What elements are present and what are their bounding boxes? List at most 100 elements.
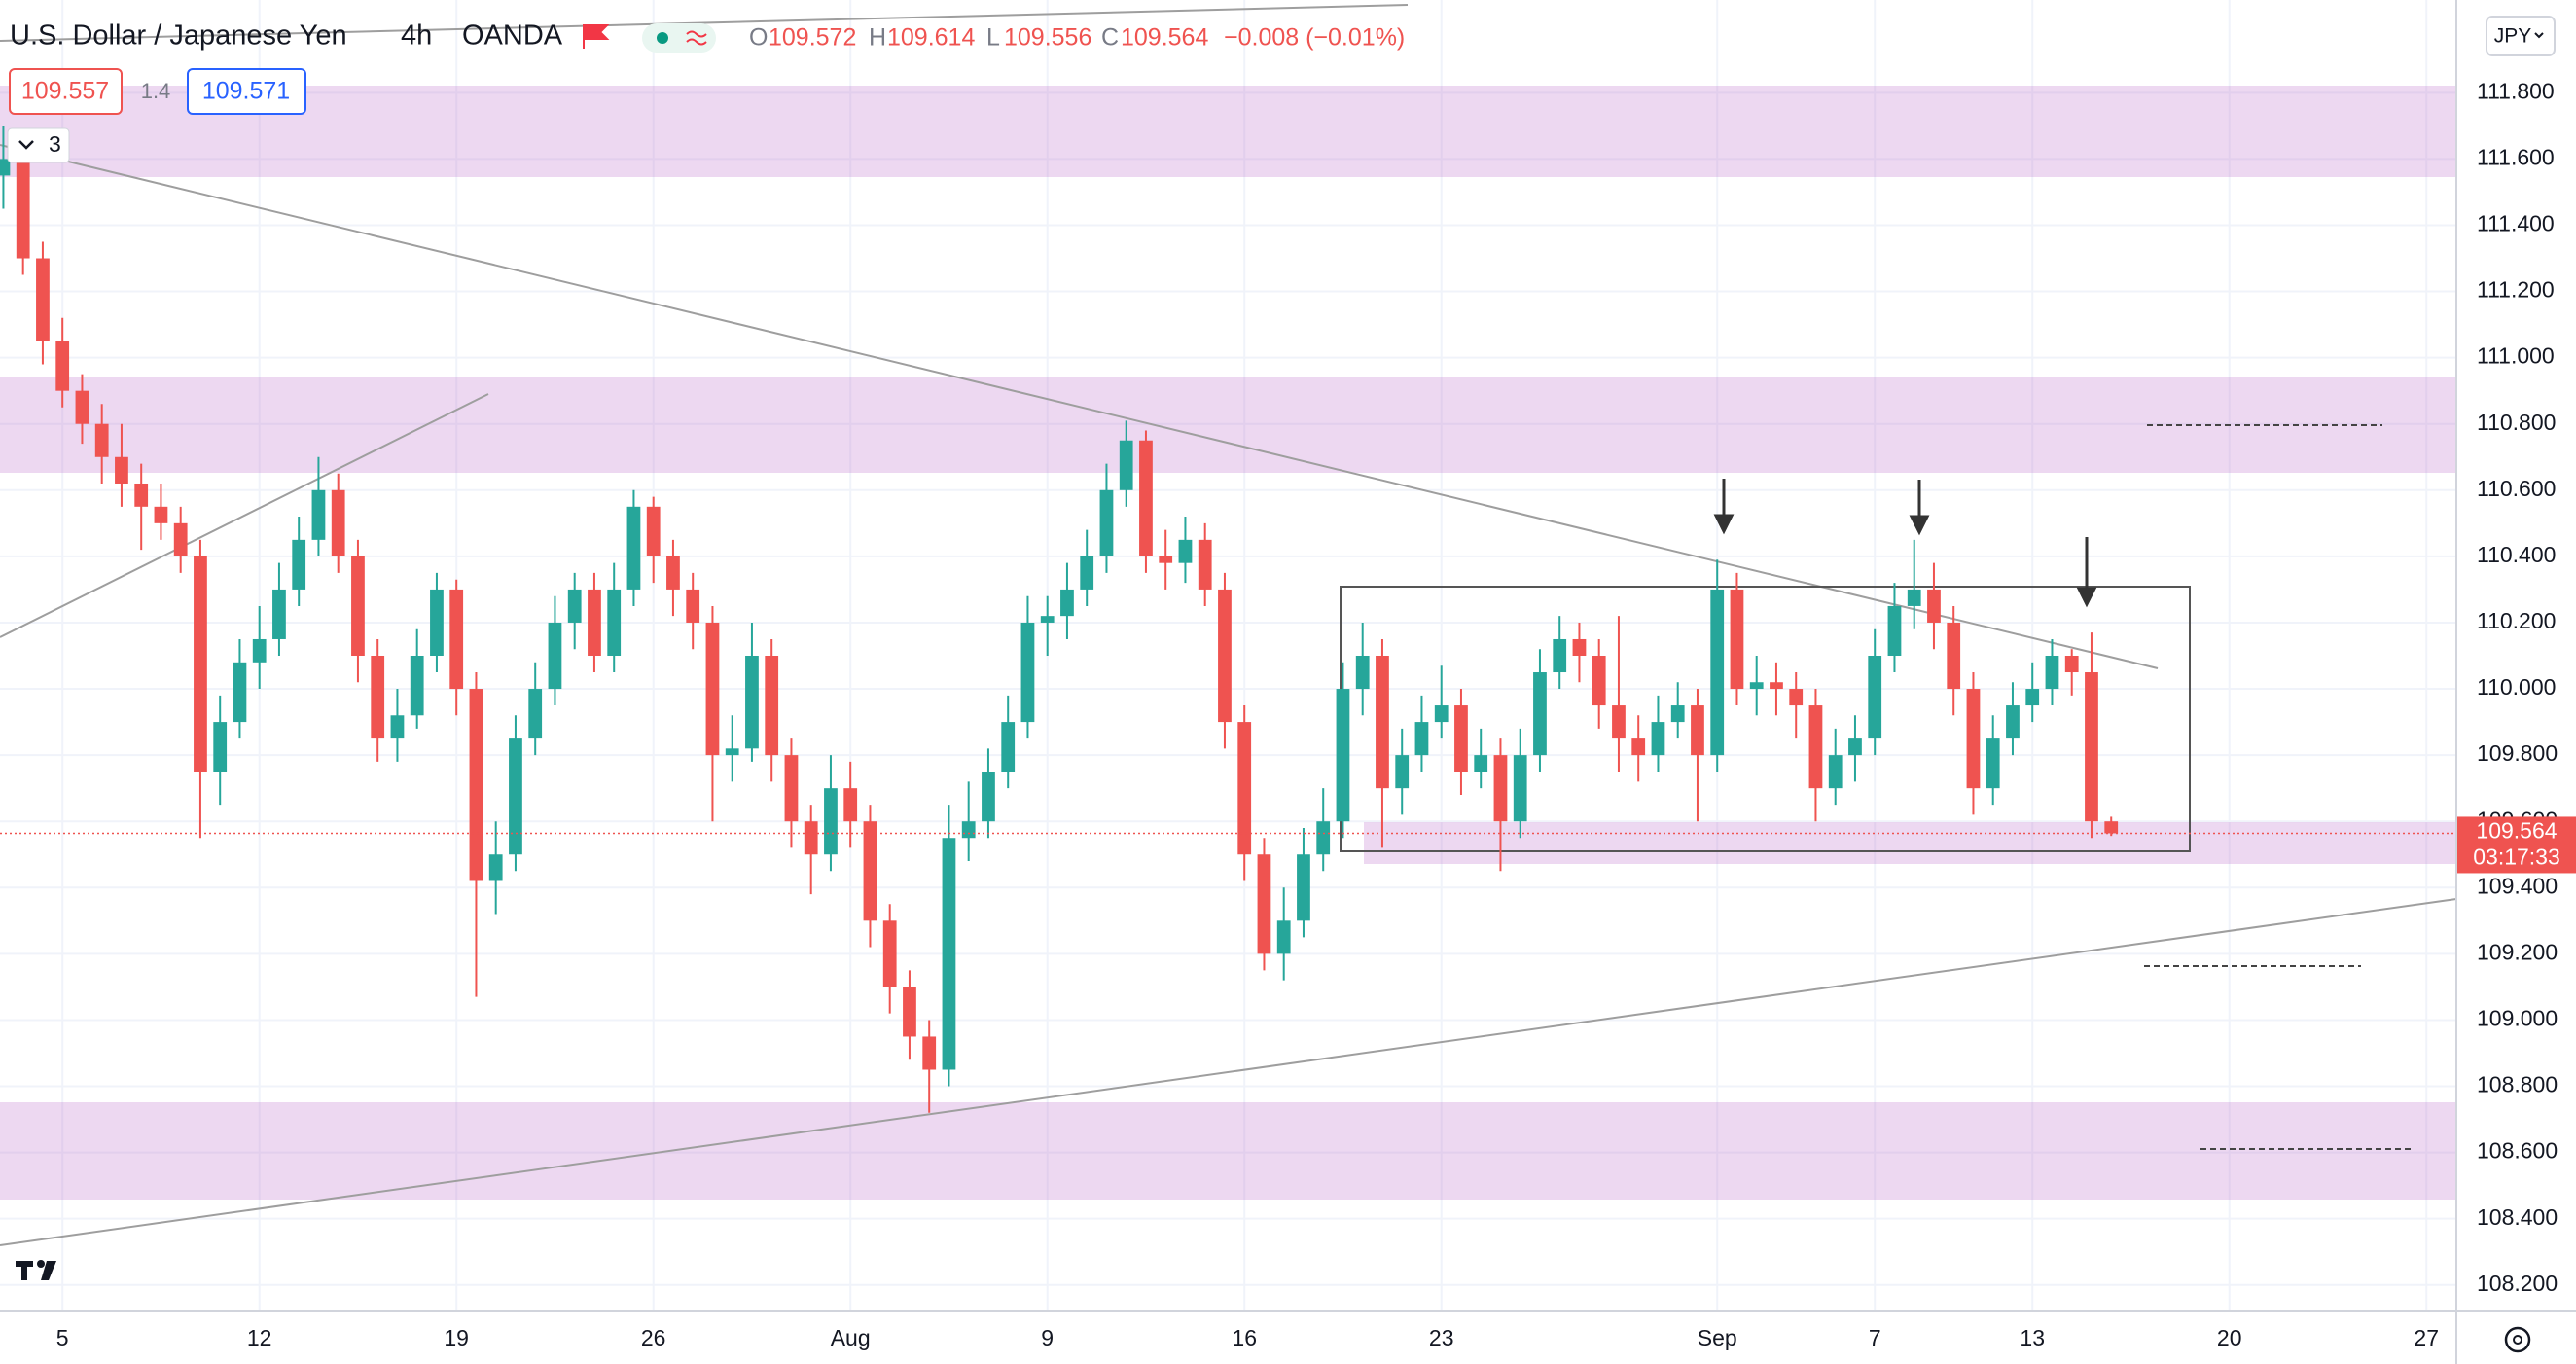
- x-tick-label: 27: [2414, 1325, 2439, 1350]
- candle-body: [390, 715, 405, 739]
- candle-body: [1789, 689, 1804, 706]
- candle-body: [1276, 920, 1291, 954]
- flag-icon[interactable]: [583, 24, 610, 49]
- candle-body: [1612, 705, 1626, 739]
- ohlc-label: L: [986, 24, 1000, 52]
- y-tick-label: 109.400: [2477, 873, 2558, 898]
- y-tick-label: 108.400: [2477, 1204, 2558, 1230]
- candle-body: [1828, 755, 1843, 789]
- candle-body: [1139, 440, 1153, 556]
- settings-icon[interactable]: [2504, 1326, 2531, 1353]
- y-tick-label: 108.600: [2477, 1138, 2558, 1164]
- spread: 1.4: [141, 79, 171, 103]
- status-dot: [657, 32, 668, 44]
- symbol: U.S. Dollar / Japanese Yen: [10, 20, 347, 52]
- chevron: [2534, 32, 2544, 39]
- candle-body: [2104, 821, 2119, 834]
- sell-button[interactable]: [9, 68, 123, 115]
- candle-body: [94, 423, 109, 457]
- candle-body: [1513, 755, 1527, 822]
- arrow-head: [2076, 587, 2097, 608]
- y-tick-label: 110.000: [2477, 674, 2556, 700]
- x-tick-label: 16: [1232, 1325, 1257, 1350]
- candle-body: [1553, 638, 1567, 673]
- trend-lines: [0, 4, 2457, 1246]
- x-tick-label: 12: [247, 1325, 272, 1350]
- gear-center: [2513, 1335, 2522, 1345]
- candle-body: [607, 589, 622, 656]
- candle-body: [1060, 589, 1074, 617]
- buy-button[interactable]: [187, 68, 306, 115]
- candle-body: [292, 539, 306, 590]
- candle-body: [272, 589, 286, 639]
- zones: [0, 86, 2456, 1200]
- candle-body: [1080, 556, 1094, 590]
- candle-body: [2045, 656, 2059, 690]
- price-tag-label: 109.564: [2476, 818, 2557, 844]
- candle-body: [1986, 738, 2000, 789]
- y-tick-label: 111.400: [2477, 211, 2555, 236]
- candle-body: [252, 638, 267, 663]
- candle-body: [16, 159, 30, 259]
- zone: [1364, 822, 2456, 864]
- ask[interactable]: 109.571: [202, 78, 290, 105]
- indicator-toggle[interactable]: [7, 127, 70, 163]
- currency[interactable]: JPY: [2494, 25, 2532, 48]
- candle-body: [646, 506, 661, 556]
- candle-body: [1237, 722, 1252, 855]
- candle-body: [1119, 440, 1133, 490]
- candle-body: [213, 722, 228, 772]
- gear[interactable]: [2504, 1326, 2531, 1353]
- x-tick-label: Sep: [1698, 1325, 1737, 1350]
- status-pill[interactable]: [642, 23, 716, 53]
- candle-body: [1099, 489, 1114, 556]
- chevron: [18, 140, 34, 150]
- status-icon: [686, 30, 707, 46]
- candle-body: [903, 987, 916, 1037]
- interval: 4h: [401, 20, 432, 52]
- candle-body: [134, 483, 149, 507]
- candle-body: [1572, 638, 1587, 656]
- candle-body: [942, 838, 956, 1070]
- candle-body: [469, 689, 483, 881]
- candle-body: [725, 748, 739, 756]
- candle-body: [36, 258, 50, 341]
- candle-body: [666, 556, 680, 590]
- y-tick-label: 110.600: [2477, 476, 2556, 501]
- candle-body: [1355, 656, 1370, 690]
- candle-body: [765, 656, 779, 756]
- candle-body: [1670, 705, 1685, 723]
- candle-body: [173, 522, 188, 556]
- candle-body: [311, 489, 326, 540]
- y-tick-label: 108.800: [2477, 1072, 2558, 1097]
- trend-line: [0, 898, 2457, 1246]
- candle-body: [1336, 689, 1350, 822]
- candle-body: [745, 656, 759, 749]
- candle-body: [2064, 656, 2079, 673]
- candle-body: [351, 556, 365, 656]
- y-tick-label: 109.800: [2477, 740, 2558, 766]
- trend-line: [0, 144, 2159, 669]
- logo-part: [37, 1260, 45, 1268]
- candle-body: [1651, 722, 1665, 756]
- candle-body: [922, 1036, 937, 1070]
- candle-body: [1966, 689, 1981, 789]
- currency-button[interactable]: [2486, 16, 2556, 56]
- bid[interactable]: 109.557: [21, 78, 109, 105]
- candle-body: [784, 755, 799, 822]
- axis-labels: 108.200 108.400 108.600 108.800 109.000 109.2…: [56, 78, 2576, 1350]
- candle-body: [194, 556, 207, 772]
- y-tick-label: 110.400: [2477, 542, 2556, 567]
- candle-body: [1257, 854, 1271, 954]
- candle-body: [488, 854, 503, 881]
- logo[interactable]: [16, 1260, 56, 1280]
- candle-body: [1001, 722, 1016, 772]
- zone: [0, 86, 2456, 177]
- arrows: [1713, 479, 2097, 608]
- candle-body: [1887, 605, 1902, 656]
- candle-body: [1848, 738, 1862, 756]
- candle-body: [1592, 656, 1606, 706]
- candle-body: [588, 589, 601, 656]
- x-tick-label: 5: [56, 1325, 69, 1350]
